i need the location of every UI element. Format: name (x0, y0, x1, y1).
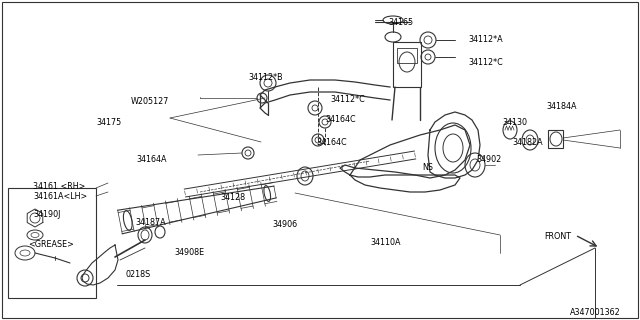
Bar (397, 48, 417, 63)
Text: 0218S: 0218S (126, 270, 151, 279)
Text: 34165: 34165 (388, 18, 413, 27)
Text: W205127: W205127 (131, 97, 170, 106)
Bar (8, 188, 96, 298)
Text: 34161A<LH>: 34161A<LH> (33, 192, 87, 201)
Text: 34164A: 34164A (136, 155, 166, 164)
Text: 34112*B: 34112*B (248, 73, 283, 82)
Text: 34112*C: 34112*C (468, 58, 503, 67)
Text: 34112*A: 34112*A (468, 35, 502, 44)
Text: 34161 <RH>: 34161 <RH> (33, 182, 85, 191)
Text: <GREASE>: <GREASE> (28, 240, 74, 249)
Text: 34164C: 34164C (316, 138, 347, 147)
Text: 34908E: 34908E (174, 248, 204, 257)
Text: FRONT: FRONT (544, 232, 571, 241)
Text: 34110A: 34110A (370, 238, 401, 247)
Text: 34184A: 34184A (546, 102, 577, 111)
Bar (393, 42, 421, 87)
Text: 34112*C: 34112*C (330, 95, 365, 104)
Text: 34128: 34128 (220, 193, 245, 202)
Text: 34130: 34130 (502, 118, 527, 127)
Text: A347001362: A347001362 (570, 308, 621, 317)
Text: 34906: 34906 (272, 220, 297, 229)
Text: 34182A: 34182A (512, 138, 543, 147)
Text: 34187A: 34187A (135, 218, 166, 227)
Text: NS: NS (422, 163, 433, 172)
Text: 34175: 34175 (96, 118, 121, 127)
Bar (548, 130, 563, 148)
Text: 34164C: 34164C (325, 115, 356, 124)
Text: 34902: 34902 (476, 155, 501, 164)
Text: 34190J: 34190J (33, 210, 60, 219)
